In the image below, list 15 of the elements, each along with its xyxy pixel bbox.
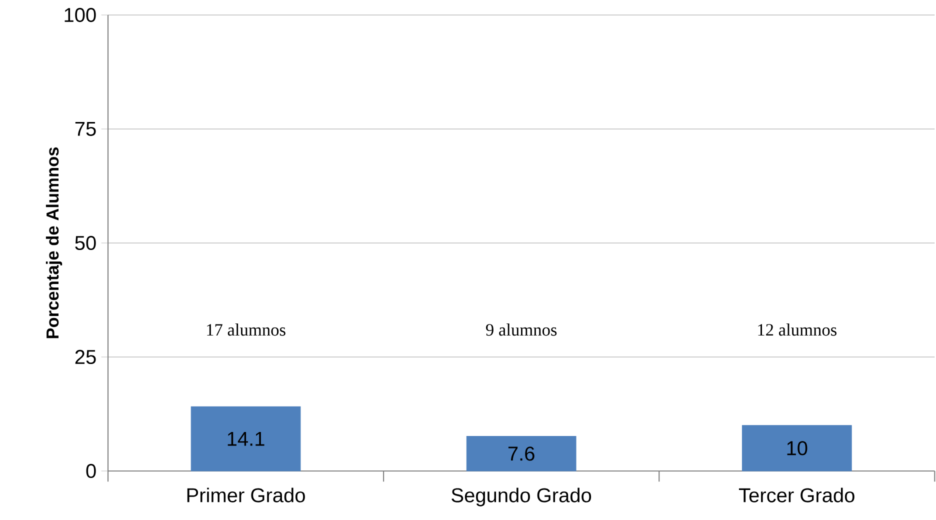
annotation: 17 alumnos: [207, 324, 286, 336]
x-tick-label: Segundo Grado: [452, 488, 592, 506]
annotation: 9 alumnos: [486, 324, 557, 336]
y-tick-label: 75: [75, 122, 96, 136]
x-tick-label: Tercer Grado: [738, 488, 854, 502]
y-tick-label: 0: [86, 464, 96, 478]
y-tick-label: 100: [64, 8, 96, 22]
y-tick-label: 25: [75, 350, 96, 364]
data-label: 10: [787, 441, 808, 456]
y-tick-label: 50: [75, 236, 96, 250]
annotation: 12 alumnos: [758, 324, 836, 336]
y-axis-title: Porcentaje de Alumnos: [46, 147, 62, 338]
x-tick-label: Primer Grado: [187, 488, 305, 502]
data-label: 14.1: [228, 432, 264, 446]
data-label: 7.6: [508, 446, 534, 461]
